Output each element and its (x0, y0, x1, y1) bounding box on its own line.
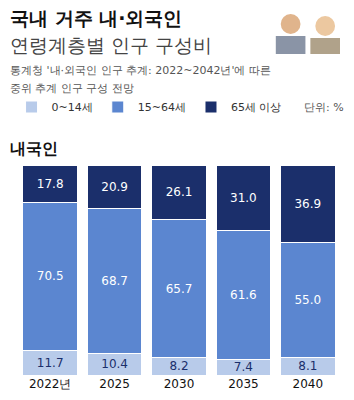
svg-text:0~14세: 0~14세 (52, 101, 93, 114)
svg-text:중위 추계 인구 구성 전망: 중위 추계 인구 구성 전망 (10, 82, 134, 95)
svg-text:61.6: 61.6 (230, 288, 257, 302)
svg-text:10.4: 10.4 (101, 357, 128, 371)
svg-text:2030: 2030 (164, 377, 195, 391)
svg-text:단위: %: 단위: % (304, 101, 344, 114)
svg-text:7.4: 7.4 (234, 360, 253, 374)
svg-text:70.5: 70.5 (37, 269, 64, 283)
svg-text:65.7: 65.7 (166, 282, 193, 296)
svg-text:2025: 2025 (99, 377, 130, 391)
svg-text:15~64세: 15~64세 (138, 101, 186, 114)
svg-text:2040: 2040 (293, 377, 324, 391)
svg-text:8.1: 8.1 (298, 359, 317, 373)
svg-text:연령계층별 인구 구성비: 연령계층별 인구 구성비 (10, 34, 212, 56)
svg-text:31.0: 31.0 (230, 191, 257, 205)
svg-text:8.2: 8.2 (169, 359, 188, 373)
svg-text:내국인: 내국인 (10, 139, 58, 158)
svg-text:65세 이상: 65세 이상 (231, 101, 282, 114)
svg-text:26.1: 26.1 (166, 185, 193, 199)
svg-text:통계청 '내·외국인 인구 추계: 2022~2042년'에: 통계청 '내·외국인 인구 추계: 2022~2042년'에 따른 (10, 64, 271, 77)
svg-text:2035: 2035 (228, 377, 259, 391)
svg-text:20.9: 20.9 (101, 180, 128, 194)
svg-text:17.8: 17.8 (37, 177, 64, 191)
svg-text:68.7: 68.7 (101, 274, 128, 288)
svg-text:11.7: 11.7 (37, 356, 64, 370)
svg-text:55.0: 55.0 (294, 293, 321, 307)
svg-text:36.9: 36.9 (294, 197, 321, 211)
svg-text:2022년: 2022년 (29, 377, 72, 391)
svg-text:국내 거주 내·외국인: 국내 거주 내·외국인 (10, 7, 182, 29)
